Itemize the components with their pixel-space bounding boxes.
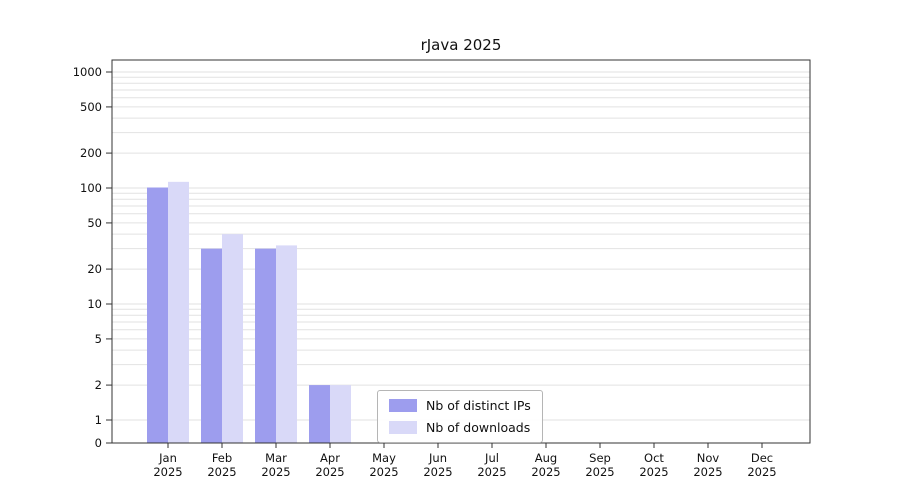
x-label-year-dec: 2025 [747,465,776,479]
x-label-month-nov: Nov [697,451,720,465]
legend-label-downloads: Nb of downloads [426,420,531,435]
x-label-year-feb: 2025 [207,465,236,479]
x-label-year-nov: 2025 [693,465,722,479]
bar-distinct-ips-mar [255,248,276,443]
legend-item-downloads: Nb of downloads [389,420,531,435]
x-label-year-apr: 2025 [315,465,344,479]
y-tick-label-200: 200 [80,146,102,160]
legend-label-distinct-ips: Nb of distinct IPs [426,398,531,413]
x-label-month-jan: Jan [158,451,177,465]
bar-distinct-ips-feb [201,248,222,443]
x-label-year-jul: 2025 [477,465,506,479]
x-label-year-aug: 2025 [531,465,560,479]
y-tick-label-10: 10 [87,297,102,311]
x-label-year-oct: 2025 [639,465,668,479]
legend-swatch-downloads [389,421,417,434]
x-label-month-feb: Feb [212,451,232,465]
x-label-month-aug: Aug [535,451,557,465]
x-label-month-may: May [372,451,396,465]
bar-downloads-jan [168,181,189,443]
bar-downloads-apr [330,385,351,443]
y-tick-label-100: 100 [80,181,102,195]
x-label-month-sep: Sep [589,451,611,465]
y-tick-label-5: 5 [95,332,102,346]
legend-item-distinct-ips: Nb of distinct IPs [389,398,531,413]
x-label-year-mar: 2025 [261,465,290,479]
y-tick-label-50: 50 [87,216,102,230]
x-label-month-oct: Oct [644,451,664,465]
y-tick-label-1: 1 [95,413,102,427]
x-label-year-sep: 2025 [585,465,614,479]
x-label-year-jan: 2025 [153,465,182,479]
y-tick-label-0: 0 [95,436,102,450]
plot-border [111,59,811,444]
x-label-month-jun: Jun [428,451,447,465]
x-label-year-may: 2025 [369,465,398,479]
bar-distinct-ips-apr [309,385,330,443]
y-tick-label-2: 2 [95,378,102,392]
bar-downloads-feb [222,234,243,443]
x-label-month-dec: Dec [751,451,773,465]
x-label-month-jul: Jul [484,451,499,465]
x-label-month-apr: Apr [320,451,340,465]
x-label-month-mar: Mar [265,451,287,465]
legend-swatch-distinct-ips [389,399,417,412]
y-tick-label-500: 500 [80,100,102,114]
bar-downloads-mar [276,245,297,443]
x-label-year-jun: 2025 [423,465,452,479]
legend: Nb of distinct IPs Nb of downloads [377,390,543,443]
y-tick-label-1000: 1000 [73,65,102,79]
bar-distinct-ips-jan [147,187,168,443]
y-tick-label-20: 20 [87,262,102,276]
chart-title: rJava 2025 [420,36,502,54]
